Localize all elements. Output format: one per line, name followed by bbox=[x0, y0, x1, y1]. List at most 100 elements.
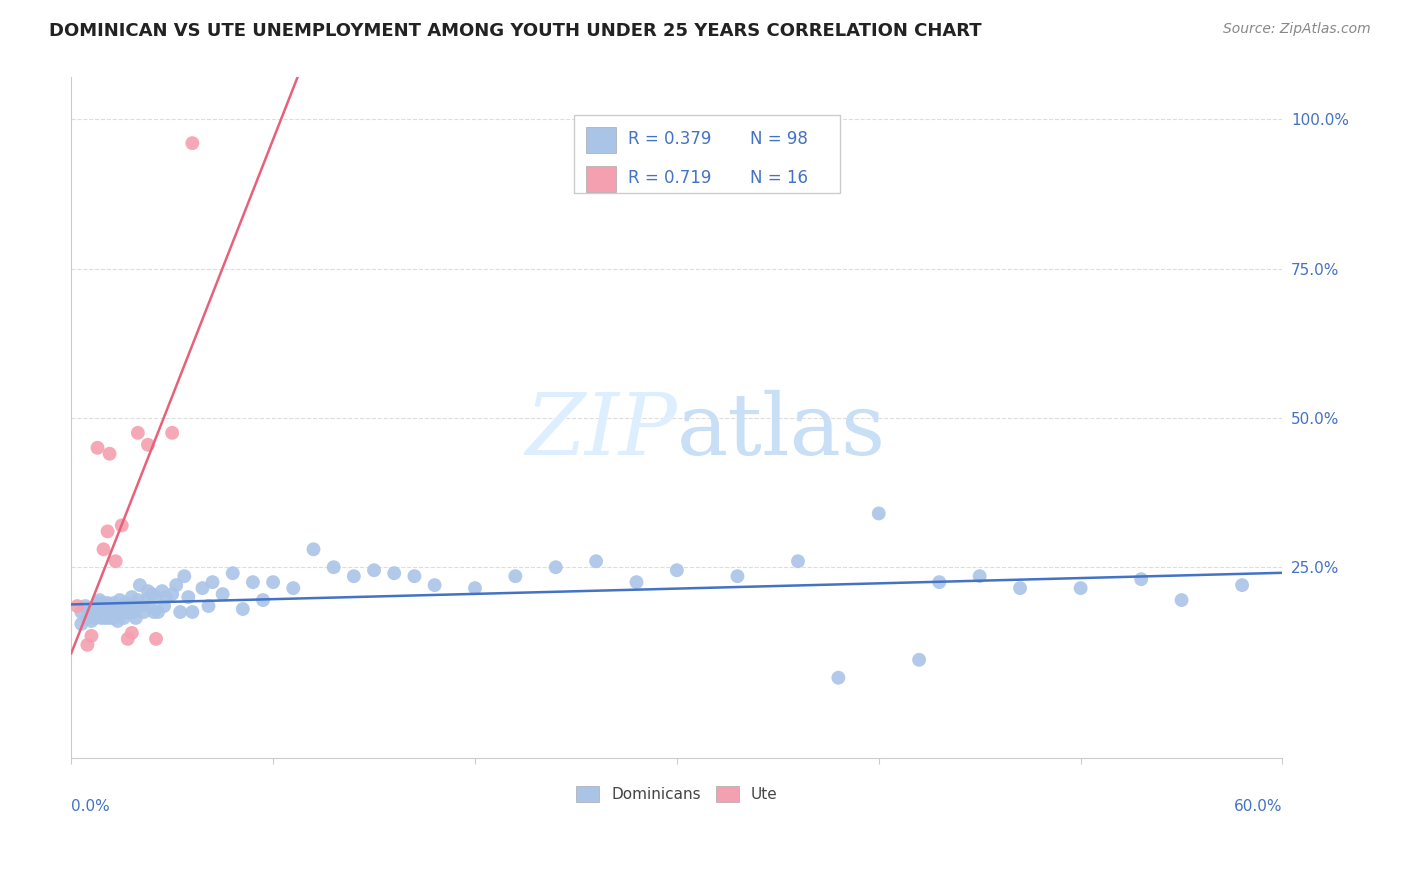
Point bbox=[908, 653, 931, 667]
Point bbox=[80, 602, 103, 616]
Point bbox=[70, 605, 93, 619]
Point bbox=[868, 507, 890, 521]
Point bbox=[90, 611, 112, 625]
FancyBboxPatch shape bbox=[586, 128, 616, 153]
Text: Source: ZipAtlas.com: Source: ZipAtlas.com bbox=[1223, 22, 1371, 37]
Point bbox=[89, 593, 111, 607]
Point bbox=[114, 596, 136, 610]
Point bbox=[197, 599, 219, 613]
Point bbox=[89, 607, 111, 622]
Point bbox=[201, 575, 224, 590]
Point bbox=[93, 596, 115, 610]
Point bbox=[505, 569, 527, 583]
Point bbox=[626, 575, 648, 590]
Point bbox=[181, 136, 204, 150]
Point bbox=[423, 578, 446, 592]
Point bbox=[98, 611, 121, 625]
Point bbox=[111, 599, 134, 613]
Point bbox=[544, 560, 567, 574]
Point bbox=[97, 596, 120, 610]
Point bbox=[80, 614, 103, 628]
Point bbox=[173, 569, 195, 583]
Point bbox=[136, 438, 159, 452]
Point bbox=[1130, 572, 1153, 586]
Point bbox=[103, 596, 125, 610]
Point bbox=[111, 518, 134, 533]
Point bbox=[404, 569, 426, 583]
Point bbox=[928, 575, 950, 590]
Point bbox=[302, 542, 325, 557]
Point bbox=[262, 575, 284, 590]
Text: ZIP: ZIP bbox=[524, 390, 676, 473]
Point bbox=[787, 554, 810, 568]
Point bbox=[139, 599, 162, 613]
Point bbox=[84, 611, 107, 625]
Point bbox=[76, 638, 98, 652]
Point bbox=[242, 575, 264, 590]
Point bbox=[112, 611, 135, 625]
Point bbox=[165, 578, 187, 592]
Point bbox=[86, 602, 108, 616]
Point bbox=[382, 566, 405, 581]
Point bbox=[82, 605, 104, 619]
Point bbox=[98, 447, 121, 461]
Point bbox=[94, 599, 117, 613]
Point bbox=[118, 605, 141, 619]
Point bbox=[177, 590, 200, 604]
Point bbox=[104, 554, 127, 568]
Point bbox=[104, 599, 127, 613]
Point bbox=[135, 593, 157, 607]
Point bbox=[191, 581, 214, 595]
Point bbox=[211, 587, 233, 601]
Text: DOMINICAN VS UTE UNEMPLOYMENT AMONG YOUTH UNDER 25 YEARS CORRELATION CHART: DOMINICAN VS UTE UNEMPLOYMENT AMONG YOUT… bbox=[49, 22, 981, 40]
Point bbox=[131, 599, 153, 613]
Point bbox=[94, 611, 117, 625]
Point bbox=[585, 554, 607, 568]
Text: 0.0%: 0.0% bbox=[72, 799, 110, 814]
Point bbox=[136, 584, 159, 599]
Point bbox=[128, 578, 150, 592]
Point bbox=[121, 590, 143, 604]
Point bbox=[97, 524, 120, 539]
Point bbox=[107, 605, 129, 619]
Point bbox=[827, 671, 849, 685]
Point bbox=[169, 605, 191, 619]
Point bbox=[181, 605, 204, 619]
Point bbox=[153, 599, 176, 613]
Point bbox=[70, 617, 93, 632]
Text: N = 16: N = 16 bbox=[749, 169, 807, 186]
Point bbox=[127, 425, 149, 440]
Text: N = 98: N = 98 bbox=[749, 130, 807, 148]
Point bbox=[145, 632, 167, 646]
Point bbox=[160, 425, 183, 440]
Point bbox=[114, 605, 136, 619]
Point bbox=[1170, 593, 1192, 607]
Point bbox=[322, 560, 344, 574]
FancyBboxPatch shape bbox=[586, 166, 616, 192]
Text: R = 0.719: R = 0.719 bbox=[628, 169, 711, 186]
Point bbox=[252, 593, 274, 607]
Point bbox=[155, 590, 177, 604]
Point bbox=[111, 605, 134, 619]
Point bbox=[103, 611, 125, 625]
Point bbox=[121, 599, 143, 613]
Legend: Dominicans, Ute: Dominicans, Ute bbox=[569, 780, 785, 808]
Point bbox=[93, 542, 115, 557]
Point bbox=[145, 590, 167, 604]
Point bbox=[146, 605, 169, 619]
Point bbox=[132, 605, 155, 619]
Point bbox=[363, 563, 385, 577]
Point bbox=[117, 632, 139, 646]
Point bbox=[66, 599, 89, 613]
Point bbox=[98, 602, 121, 616]
Point bbox=[125, 611, 148, 625]
FancyBboxPatch shape bbox=[574, 115, 841, 194]
Point bbox=[1070, 581, 1092, 595]
Point bbox=[108, 593, 131, 607]
Point bbox=[86, 596, 108, 610]
Point bbox=[665, 563, 688, 577]
Point bbox=[100, 599, 122, 613]
Point bbox=[464, 581, 486, 595]
Point bbox=[127, 593, 149, 607]
Point bbox=[90, 599, 112, 613]
